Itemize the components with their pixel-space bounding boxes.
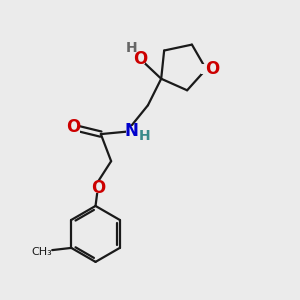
Text: O: O	[67, 118, 81, 136]
Bar	[201, 64, 212, 74]
Text: H: H	[126, 40, 138, 55]
Bar	[126, 126, 137, 136]
Text: H: H	[139, 130, 151, 143]
Text: O: O	[91, 179, 105, 197]
Bar	[135, 53, 145, 64]
Text: O: O	[206, 60, 220, 78]
Bar	[93, 182, 103, 193]
Text: O: O	[133, 50, 147, 68]
Bar	[69, 122, 80, 133]
Text: CH₃: CH₃	[32, 247, 52, 256]
Text: N: N	[125, 122, 139, 140]
